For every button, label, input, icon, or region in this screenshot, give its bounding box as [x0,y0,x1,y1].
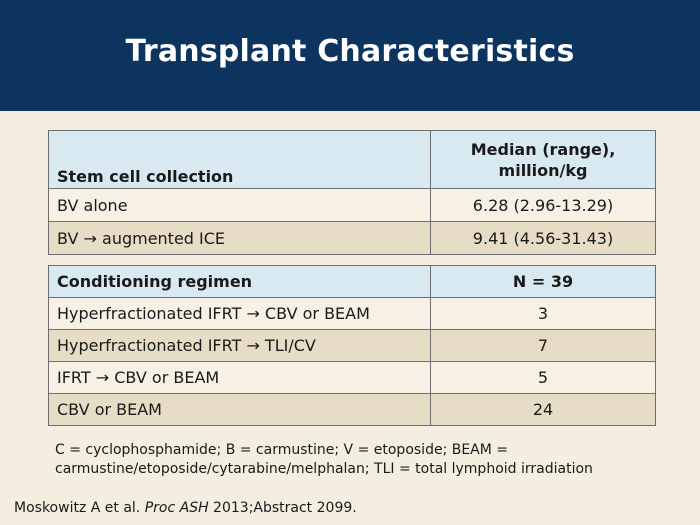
citation: Moskowitz A et al. Proc ASH 2013;Abstrac… [14,500,357,516]
row-label: IFRT → CBV or BEAM [48,361,431,394]
row-value: 24 [430,393,656,426]
column-header-n: N = 39 [430,265,656,298]
table-row: CBV or BEAM 24 [48,393,656,426]
row-label: Hyperfractionated IFRT → TLI/CV [48,329,431,362]
median-header-line1: Median (range), [470,139,616,159]
row-value: 6.28 (2.96-13.29) [430,188,656,222]
table-row: Hyperfractionated IFRT → CBV or BEAM 3 [48,297,656,330]
row-label: Hyperfractionated IFRT → CBV or BEAM [48,297,431,330]
table-header-row: Conditioning regimen N = 39 [48,265,656,298]
abbreviations-footnote: C = cyclophosphamide; B = carmustine; V … [55,442,593,477]
row-value: 7 [430,329,656,362]
table-row: BV alone 6.28 (2.96-13.29) [48,188,656,222]
table-row: BV → augmented ICE 9.41 (4.56-31.43) [48,221,656,255]
column-header-median: Median (range), million/kg [430,130,656,189]
table-header-row: Stem cell collection Median (range), mill… [48,130,656,189]
median-header-line2: million/kg [498,160,588,180]
title-bar: Transplant Characteristics [0,0,700,111]
row-label: BV alone [48,188,431,222]
table-row: Hyperfractionated IFRT → TLI/CV 7 [48,329,656,362]
row-label: CBV or BEAM [48,393,431,426]
table-row: IFRT → CBV or BEAM 5 [48,361,656,394]
row-value: 5 [430,361,656,394]
column-header-stem-cell: Stem cell collection [48,130,431,189]
column-header-conditioning: Conditioning regimen [48,265,431,298]
citation-journal: Proc ASH [144,500,209,516]
stem-cell-table: Stem cell collection Median (range), mill… [48,130,656,255]
row-value: 9.41 (4.56-31.43) [430,221,656,255]
row-value: 3 [430,297,656,330]
citation-authors: Moskowitz A et al. [14,500,145,516]
row-label: BV → augmented ICE [48,221,431,255]
slide-title: Transplant Characteristics [125,34,575,69]
conditioning-table: Conditioning regimen N = 39 Hyperfractio… [48,265,656,426]
citation-details: 2013;Abstract 2099. [208,500,357,516]
